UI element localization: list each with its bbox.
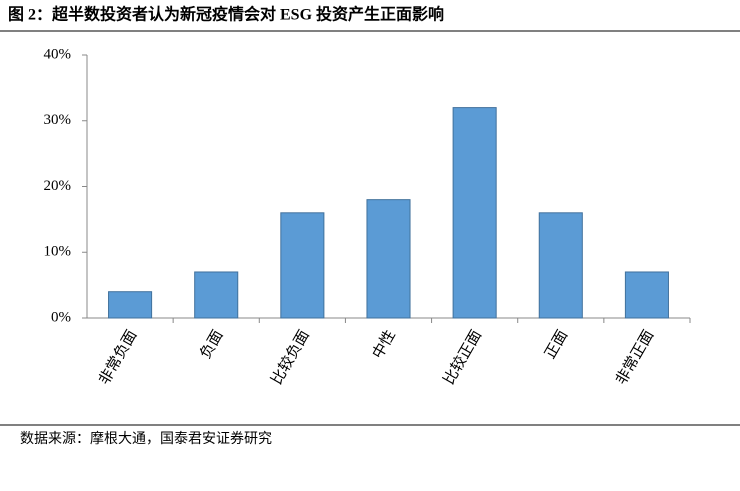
chart-title: 图 2：超半数投资者认为新冠疫情会对 ESG 投资产生正面影响 [8,5,444,24]
bar [108,291,153,319]
y-tick-label: 0% [51,309,71,325]
y-tick-label: 10% [44,244,72,260]
x-tick-label: 比较正面 [439,327,485,388]
x-tick-label: 非常正面 [613,327,658,387]
bar [366,199,411,319]
bar [624,271,669,319]
y-tick-label: 20% [44,178,72,194]
source: 数据来源：摩根大通，国泰君安证券研究 [20,430,272,447]
y-tick-label: 40% [44,46,72,62]
x-tick-label: 非常负面 [96,327,141,387]
x-tick-label: 负面 [197,327,227,361]
y-tick-label: 30% [44,112,72,128]
bar [538,212,583,319]
x-tick-label: 正面 [542,328,571,362]
bar [280,212,325,319]
bar [452,107,497,319]
bar [194,271,239,319]
x-tick-label: 比较负面 [267,327,313,388]
x-tick-label: 中性 [369,327,399,361]
